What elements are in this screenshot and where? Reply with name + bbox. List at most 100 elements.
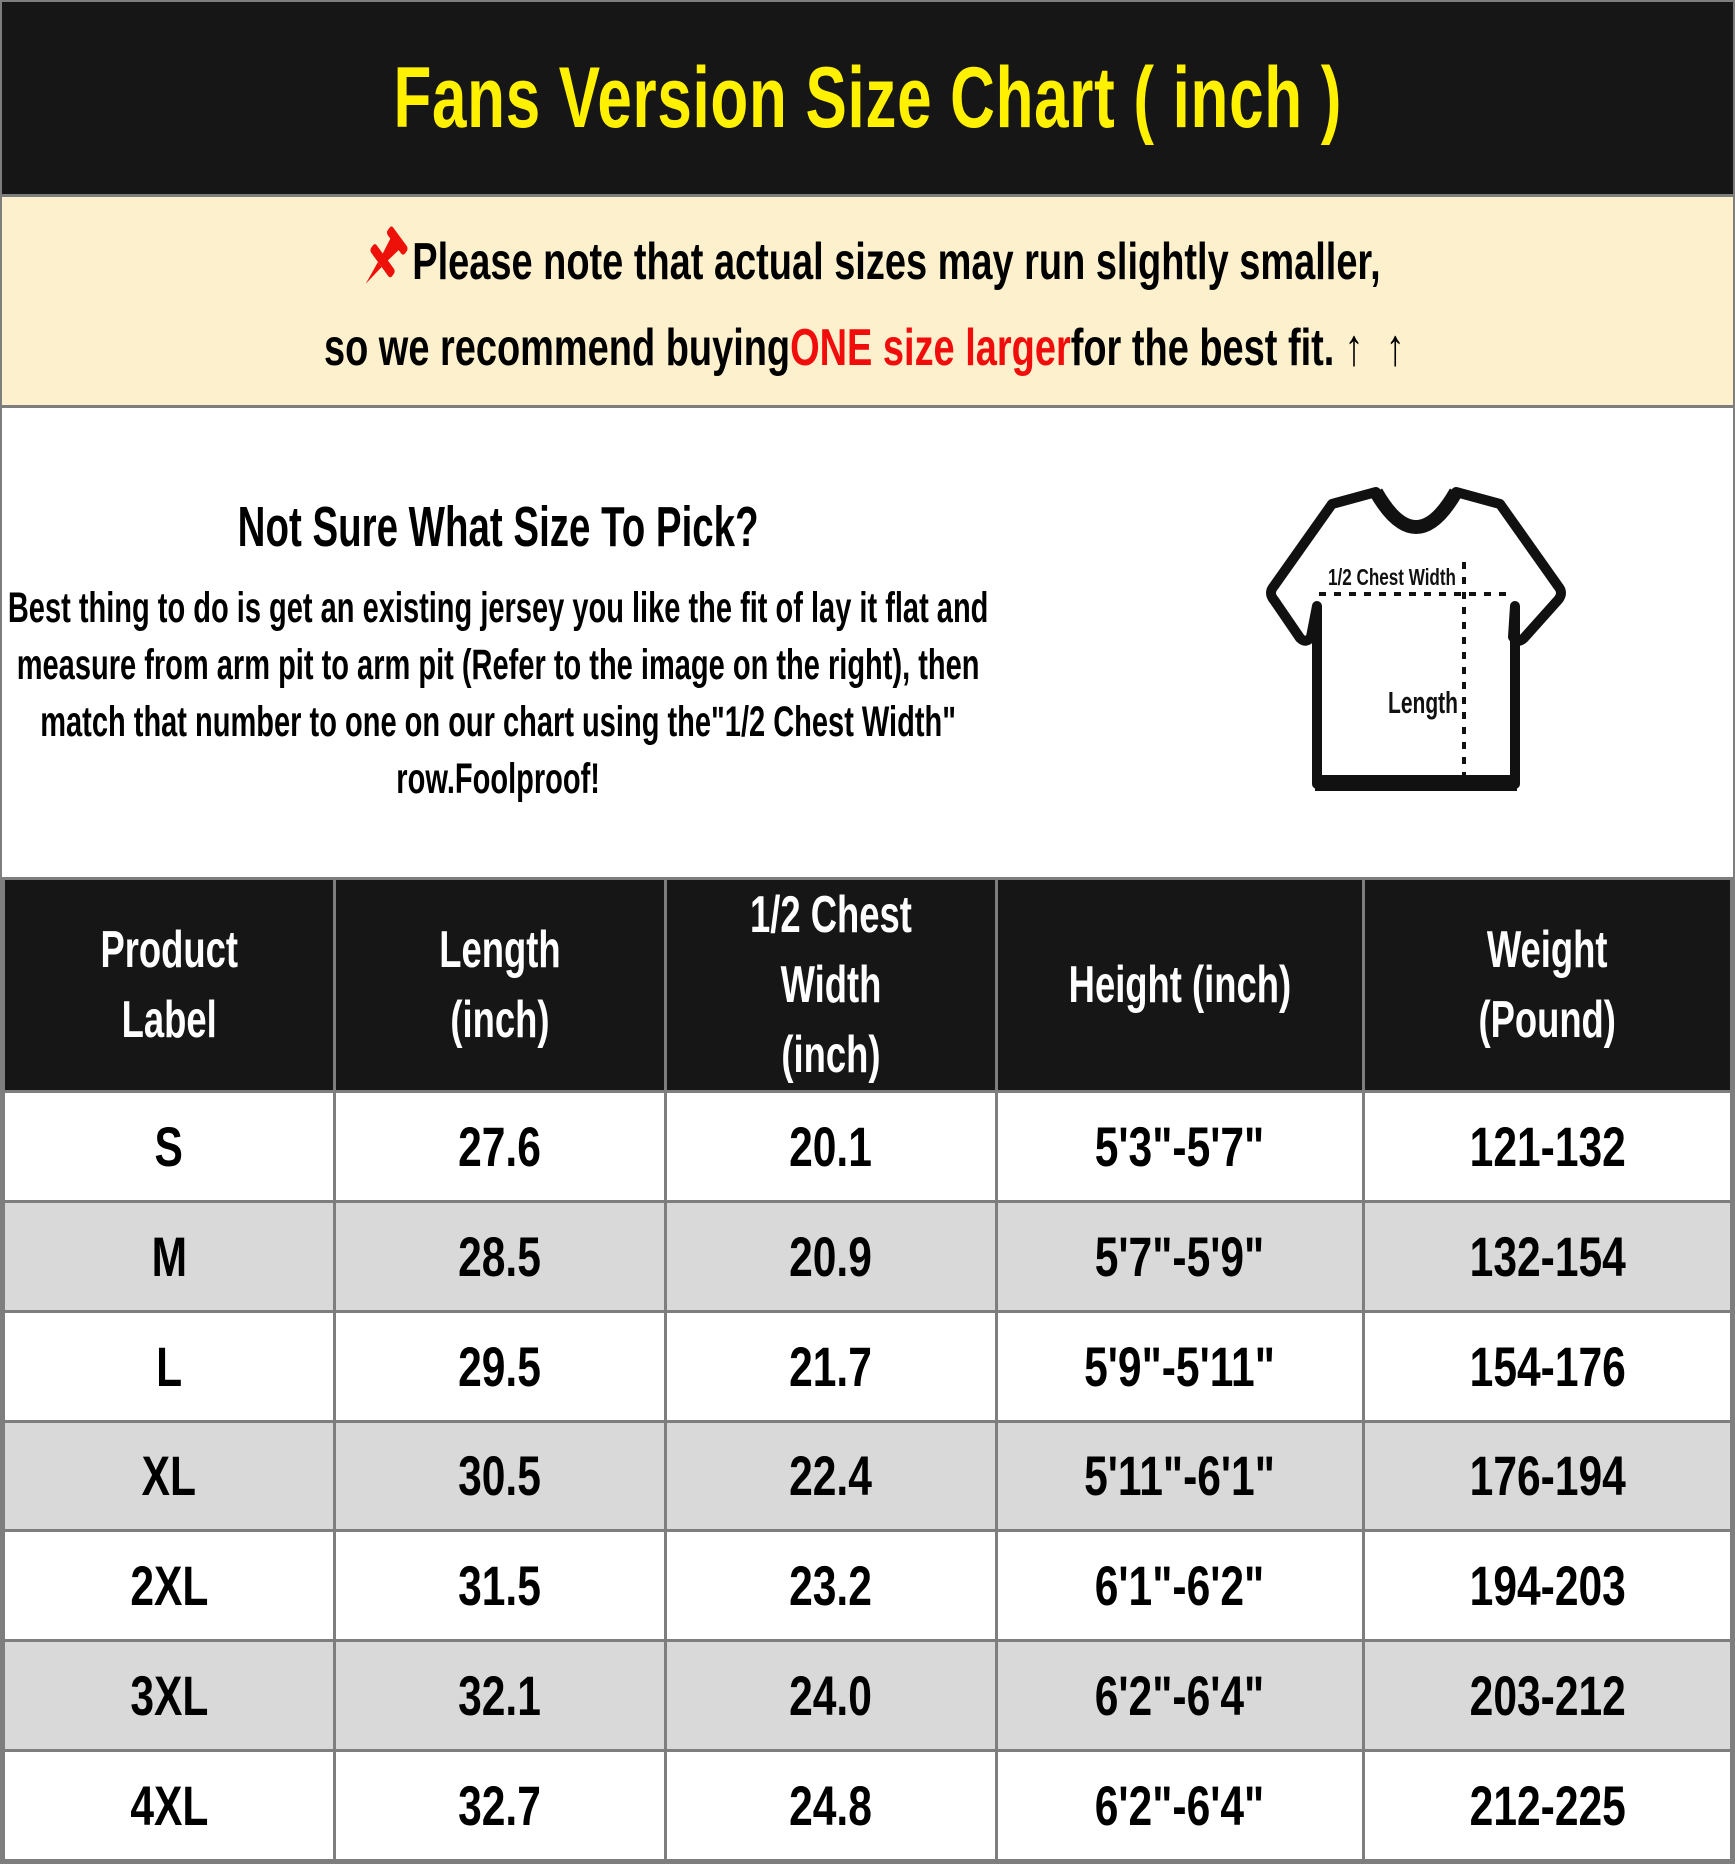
tshirt-outline xyxy=(1266,487,1566,789)
table-cell: 20.9 xyxy=(663,1199,998,1313)
note-text-2-highlight: ONE size larger xyxy=(790,319,1071,377)
table-cell-value: 5'3"-5'7" xyxy=(1095,1114,1265,1178)
table-row: 4XL 32.7 24.8 6'2"-6'4" 212-225 xyxy=(2,1749,1733,1862)
table-cell: 29.5 xyxy=(332,1309,667,1423)
tshirt-collar xyxy=(1369,488,1463,534)
table-cell-value: 31.5 xyxy=(458,1554,542,1618)
table-cell: 22.4 xyxy=(663,1419,998,1533)
table-cell-value: 23.2 xyxy=(789,1554,873,1618)
table-cell: 3XL xyxy=(2,1639,336,1753)
table-cell-value: 24.0 xyxy=(789,1664,873,1728)
table-cell-value: 28.5 xyxy=(458,1224,542,1288)
column-header-label: 1/2 Chest Width (inch) xyxy=(749,886,912,1084)
column-header: 1/2 Chest Width (inch) xyxy=(663,877,998,1093)
table-cell-value: 29.5 xyxy=(458,1334,542,1398)
note-text-1: Please note that actual sizes may run sl… xyxy=(412,233,1381,291)
table-cell: 23.2 xyxy=(663,1529,998,1643)
pushpin-icon xyxy=(365,226,408,284)
note-banner: Please note that actual sizes may run sl… xyxy=(2,194,1733,408)
table-row: 2XL 31.5 23.2 6'1"-6'2" 194-203 xyxy=(2,1529,1733,1643)
table-cell-value: 5'9"-5'11" xyxy=(1084,1334,1276,1398)
table-cell-value: S xyxy=(154,1114,184,1178)
table-cell-value: 5'11"-6'1" xyxy=(1084,1444,1276,1508)
size-table-body: S 27.6 20.1 5'3"-5'7" 121-132 M 28.5 20.9 5'7"-5… xyxy=(2,1090,1733,1862)
table-cell: 5'3"-5'7" xyxy=(994,1090,1365,1203)
tshirt-measurement-diagram: 1/2 Chest Width Length xyxy=(1266,487,1566,791)
table-cell: 21.7 xyxy=(663,1309,998,1423)
table-cell: 203-212 xyxy=(1361,1639,1733,1753)
chest-width-label: 1/2 Chest Width xyxy=(1328,564,1456,590)
table-cell: 4XL xyxy=(2,1749,336,1862)
table-cell: M xyxy=(2,1199,336,1313)
table-cell-value: M xyxy=(151,1224,187,1288)
table-cell: 5'11"-6'1" xyxy=(994,1419,1365,1533)
note-text-2-prefix: so we recommend buying xyxy=(324,319,791,377)
table-cell-value: L xyxy=(155,1334,182,1398)
table-cell: 176-194 xyxy=(1361,1419,1733,1533)
table-cell-value: 154-176 xyxy=(1469,1334,1626,1398)
table-cell: 32.1 xyxy=(332,1639,667,1753)
column-header: Product Label xyxy=(2,877,336,1093)
size-table-section: Product Label Length (inch) 1/2 Chest Widt… xyxy=(2,877,1733,1862)
table-cell-value: 6'1"-6'2" xyxy=(1095,1554,1265,1618)
guide-body: Best thing to do is get an existing jers… xyxy=(7,584,989,803)
length-label: Length xyxy=(1388,685,1458,720)
column-header-label: Product Label xyxy=(100,921,238,1049)
title-banner: Fans Version Size Chart ( inch ) xyxy=(2,2,1733,194)
table-cell-value: 3XL xyxy=(129,1664,208,1728)
table-cell: 20.1 xyxy=(663,1090,998,1203)
table-cell-value: 20.9 xyxy=(789,1224,873,1288)
size-table-head: Product Label Length (inch) 1/2 Chest Widt… xyxy=(2,877,1733,1093)
table-cell: 2XL xyxy=(2,1529,336,1643)
table-cell: 194-203 xyxy=(1361,1529,1733,1643)
note-line-1: Please note that actual sizes may run sl… xyxy=(354,224,1381,300)
table-cell-value: 21.7 xyxy=(789,1334,873,1398)
table-cell: XL xyxy=(2,1419,336,1533)
table-cell-value: XL xyxy=(141,1444,197,1508)
table-row: 3XL 32.1 24.0 6'2"-6'4" 203-212 xyxy=(2,1639,1733,1753)
table-cell-value: 24.8 xyxy=(789,1774,873,1838)
table-cell-value: 6'2"-6'4" xyxy=(1095,1664,1265,1728)
table-cell: 32.7 xyxy=(332,1749,667,1862)
table-cell: L xyxy=(2,1309,336,1423)
table-cell-value: 212-225 xyxy=(1469,1774,1626,1838)
page-title: Fans Version Size Chart ( inch ) xyxy=(393,49,1342,146)
table-row: L 29.5 21.7 5'9"-5'11" 154-176 xyxy=(2,1309,1733,1423)
table-cell: 5'7"-5'9" xyxy=(994,1199,1365,1313)
table-cell: 121-132 xyxy=(1361,1090,1733,1203)
table-cell: 6'2"-6'4" xyxy=(994,1639,1365,1753)
table-cell: S xyxy=(2,1090,336,1203)
table-row: M 28.5 20.9 5'7"-5'9" 132-154 xyxy=(2,1199,1733,1313)
sizing-guide-text: Not Sure What Size To Pick? Best thing t… xyxy=(2,494,994,808)
table-cell-value: 20.1 xyxy=(789,1114,873,1178)
column-header-label: Length (inch) xyxy=(439,921,561,1049)
table-cell-value: 176-194 xyxy=(1469,1444,1626,1508)
table-cell-value: 132-154 xyxy=(1469,1224,1626,1288)
table-cell: 24.0 xyxy=(663,1639,998,1753)
table-cell-value: 4XL xyxy=(129,1774,208,1838)
table-cell-value: 32.7 xyxy=(458,1774,542,1838)
header-row: Product Label Length (inch) 1/2 Chest Widt… xyxy=(2,877,1733,1093)
up-arrows-icon: ↑ ↑ xyxy=(1344,319,1411,377)
sizing-guide-section: Not Sure What Size To Pick? Best thing t… xyxy=(2,408,1733,877)
table-cell-value: 203-212 xyxy=(1469,1664,1626,1728)
table-cell: 154-176 xyxy=(1361,1309,1733,1423)
table-cell: 27.6 xyxy=(332,1090,667,1203)
table-cell: 24.8 xyxy=(663,1749,998,1862)
table-cell-value: 194-203 xyxy=(1469,1554,1626,1618)
note-line-2: so we recommend buying ONE size larger f… xyxy=(324,318,1411,378)
table-cell: 5'9"-5'11" xyxy=(994,1309,1365,1423)
column-header: Weight (Pound) xyxy=(1361,877,1733,1093)
column-header: Height (inch) xyxy=(994,877,1365,1093)
table-row: XL 30.5 22.4 5'11"-6'1" 176-194 xyxy=(2,1419,1733,1533)
table-row: S 27.6 20.1 5'3"-5'7" 121-132 xyxy=(2,1090,1733,1203)
table-cell: 6'2"-6'4" xyxy=(994,1749,1365,1862)
table-cell-value: 2XL xyxy=(129,1554,208,1618)
table-cell: 28.5 xyxy=(332,1199,667,1313)
note-text-2-suffix: for the best fit. xyxy=(1070,319,1335,377)
table-cell: 30.5 xyxy=(332,1419,667,1533)
table-cell: 6'1"-6'2" xyxy=(994,1529,1365,1643)
table-cell-value: 121-132 xyxy=(1469,1114,1626,1178)
table-cell-value: 32.1 xyxy=(458,1664,542,1728)
